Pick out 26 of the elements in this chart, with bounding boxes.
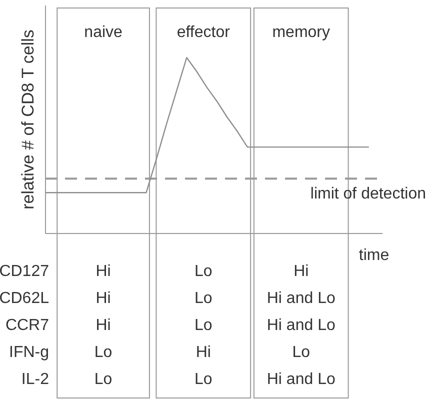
text: CD62L — [0, 290, 50, 307]
ref-line-label: limit of detection — [310, 186, 426, 203]
text: Lo — [194, 290, 212, 307]
text: effector — [176, 24, 231, 41]
text: IFN-g — [9, 344, 49, 361]
text: Hi and Lo — [266, 290, 336, 307]
y-axis-title: relative # of CD8 T cells — [18, 30, 38, 210]
text: IL-2 — [21, 371, 50, 388]
text: Hi — [294, 263, 309, 280]
x-axis-title: time — [358, 247, 390, 264]
text: memory — [272, 24, 330, 41]
text: Hi and Lo — [266, 371, 336, 388]
text: Hi and Lo — [266, 317, 336, 334]
text: Lo — [94, 344, 112, 361]
text: Hi — [96, 263, 111, 280]
text: Lo — [94, 371, 112, 388]
text: CCR7 — [5, 317, 50, 334]
text: CD127 — [0, 263, 50, 280]
text: Lo — [194, 317, 212, 334]
text: Lo — [194, 263, 212, 280]
text: Hi — [96, 290, 111, 307]
text: Lo — [292, 344, 310, 361]
text: Hi — [96, 317, 111, 334]
text: naive — [84, 24, 123, 41]
text: Hi — [196, 344, 211, 361]
text: Lo — [194, 371, 212, 388]
